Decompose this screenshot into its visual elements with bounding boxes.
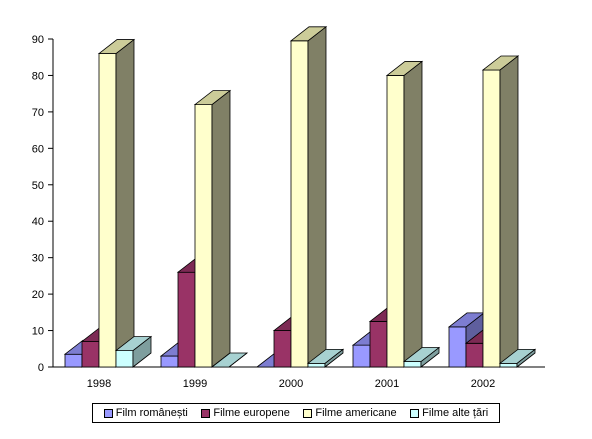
x-tick-label: 2000 [279, 378, 303, 390]
legend-swatch [103, 408, 113, 418]
bar-top [193, 90, 232, 105]
bar-front [194, 104, 213, 368]
bar-front [290, 40, 309, 368]
bar-front [81, 341, 100, 368]
y-tick-label: 80 [32, 70, 44, 82]
bar-front [482, 69, 501, 368]
bar-front [177, 271, 196, 368]
bar-front [499, 362, 518, 368]
bar-side [403, 60, 423, 368]
bar-front [465, 342, 484, 368]
y-tick-label: 0 [38, 362, 44, 374]
x-tick-label: 2002 [471, 378, 495, 390]
bar-top [481, 55, 520, 71]
bar-top [289, 26, 328, 42]
bar-side [499, 55, 519, 368]
x-tick-label: 2001 [375, 378, 399, 390]
bar-top [498, 348, 537, 364]
y-tick-label: 90 [32, 34, 44, 46]
bar-front [448, 326, 467, 368]
bar-front [160, 355, 179, 368]
y-tick-label: 10 [32, 326, 44, 338]
bar-top [114, 336, 153, 352]
bar-front [64, 353, 83, 368]
legend-item: Filme alte țări [410, 407, 488, 419]
legend-swatch [410, 408, 420, 418]
bar-front [403, 361, 422, 368]
y-tick-label: 50 [32, 180, 44, 192]
bar-top [402, 347, 441, 362]
bar-front [352, 344, 371, 368]
bar-top [306, 348, 345, 364]
legend-swatch [303, 408, 313, 418]
bar-front [386, 75, 405, 368]
bar-side [115, 38, 135, 368]
bar-top [97, 39, 136, 54]
legend-item: Filme americane [303, 407, 397, 419]
legend-item: Film românești [103, 407, 188, 419]
bar-front [273, 330, 292, 368]
x-tick-label: 1999 [183, 378, 207, 390]
y-tick-label: 20 [32, 289, 44, 301]
y-tick-label: 60 [32, 143, 44, 155]
y-tick-label: 30 [32, 253, 44, 265]
legend-label: Filme europene [213, 407, 290, 419]
bar-front [307, 362, 326, 368]
legend-label: Filme americane [315, 407, 397, 419]
legend: Film românești Filme europene Filme americ… [92, 403, 500, 423]
legend-swatch [201, 408, 211, 418]
legend-item: Filme europene [201, 407, 290, 419]
chart-svg: 0 10 20 30 40 50 60 70 80 90 1998 1999 2000 2001 2002 [32, 26, 545, 390]
bar-top [385, 61, 424, 76]
bar-top [210, 352, 249, 368]
y-tick-label: 70 [32, 107, 44, 119]
bar-side [211, 89, 231, 368]
bar-front [98, 53, 117, 368]
x-tick-label: 1998 [87, 378, 111, 390]
bar-front [369, 321, 388, 368]
bar-side [307, 26, 327, 368]
legend-label: Filme alte țări [422, 407, 489, 419]
legend-label: Film românești [115, 407, 188, 419]
bar-front [115, 350, 134, 368]
y-tick-label: 40 [32, 216, 44, 228]
